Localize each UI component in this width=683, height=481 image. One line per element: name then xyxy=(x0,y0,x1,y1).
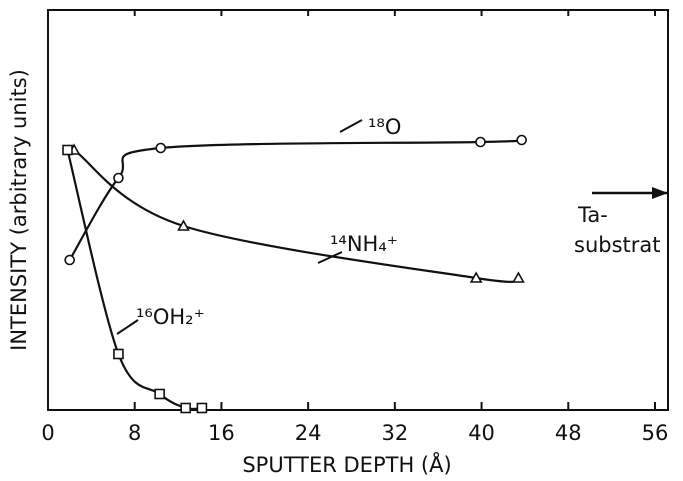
x-tick-label: 56 xyxy=(642,421,669,445)
series-line xyxy=(73,149,519,283)
y-axis-label: INTENSITY (arbitrary units) xyxy=(7,69,31,351)
leader-line xyxy=(317,251,343,264)
marker-square xyxy=(154,388,165,400)
marker-square xyxy=(113,348,124,360)
x-tick-label: 16 xyxy=(208,421,235,445)
marker-triangle xyxy=(512,271,525,283)
x-tick-label: 48 xyxy=(555,421,582,445)
x-tick-label: 24 xyxy=(295,421,322,445)
series-label: ¹⁶OH₂⁺ xyxy=(136,305,205,329)
arrow-head xyxy=(652,187,668,199)
marker-square xyxy=(196,402,208,414)
leader-line xyxy=(339,119,363,133)
annotation: substrat xyxy=(574,233,661,257)
x-tick-label: 0 xyxy=(41,421,54,445)
series-line xyxy=(68,138,523,261)
marker-circle xyxy=(155,142,167,154)
series-label: ¹⁸O xyxy=(368,115,401,139)
marker-triangle xyxy=(469,271,483,283)
marker-square xyxy=(62,144,73,156)
x-tick-label: 8 xyxy=(128,421,141,445)
leader-line xyxy=(116,319,139,335)
marker-triangle xyxy=(177,219,190,231)
series-line xyxy=(66,149,202,411)
series-label: ¹⁴NH₄⁺ xyxy=(330,232,398,256)
annotation: Ta- xyxy=(577,203,608,227)
marker-square xyxy=(180,402,191,414)
marker-circle xyxy=(64,254,75,266)
x-axis-label: SPUTTER DEPTH (Å) xyxy=(242,451,451,477)
marker-circle xyxy=(475,136,486,148)
x-tick-label: 32 xyxy=(381,421,408,445)
marker-circle xyxy=(516,134,527,146)
marker-circle xyxy=(113,172,124,184)
x-tick-label: 40 xyxy=(468,421,495,445)
plot-frame xyxy=(47,9,669,411)
